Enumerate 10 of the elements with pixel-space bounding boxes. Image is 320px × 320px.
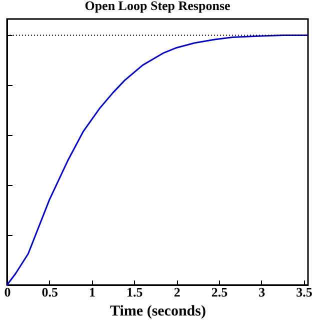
x-axis-title: Time (seconds) [110,304,206,320]
x-tick-label: 2.5 [211,284,228,300]
x-tick-label: 1.5 [126,284,144,300]
x-tick-label: 1 [89,284,96,300]
chart-title: Open Loop Step Response [84,0,231,13]
x-tick-label: 0 [4,284,11,300]
x-tick-label: 0.5 [42,284,59,300]
x-tick-label: 2 [174,284,180,300]
x-tick-label: 3.5 [296,284,313,300]
x-tick-label: 3 [258,284,266,300]
